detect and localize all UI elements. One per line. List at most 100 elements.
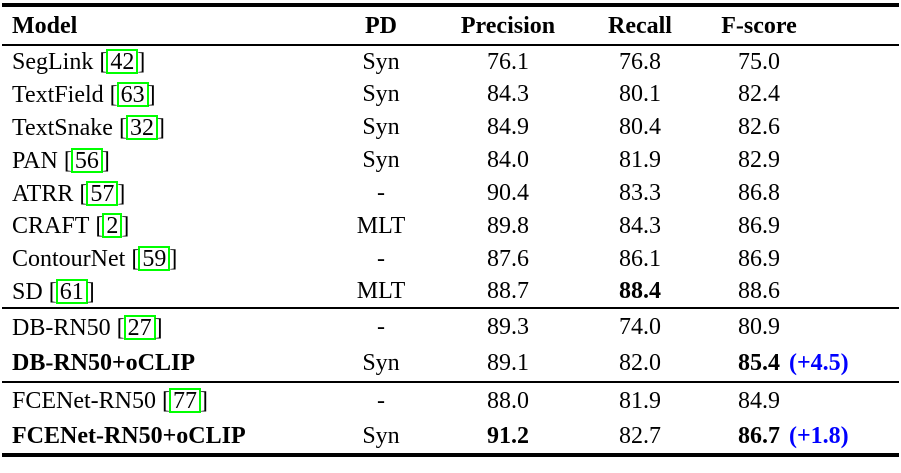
- model-name: CRAFT: [12, 213, 90, 240]
- fscore-value: 82.9: [738, 147, 780, 174]
- model-cell: TextSnake[32]: [2, 111, 340, 144]
- fscore-value: 86.9: [738, 245, 780, 272]
- model-cell: PAN[56]: [2, 144, 340, 177]
- citation-number: 57: [86, 180, 119, 206]
- precision-cell: 89.3: [422, 307, 594, 346]
- model-name: TextSnake: [12, 114, 113, 141]
- table-row: CRAFT[2] MLT 89.8 84.3 86.9: [2, 209, 899, 242]
- fscore-cell: 86.8: [686, 177, 899, 210]
- citation-number: 59: [138, 246, 171, 272]
- recall-cell: 81.9: [594, 381, 686, 419]
- col-header-recall: Recall: [594, 5, 686, 46]
- precision-cell: 84.9: [487, 114, 529, 141]
- citation-number: 77: [169, 388, 201, 414]
- citation-number: 61: [55, 278, 88, 304]
- precision-cell: 91.2: [487, 422, 529, 449]
- pd-cell: -: [340, 307, 422, 346]
- table-row: SD[61] MLT 88.7 88.4 88.6: [2, 275, 899, 308]
- fscore-cell: 80.9: [686, 307, 899, 346]
- model-cell: ContourNet[59]: [2, 242, 340, 275]
- model-cell: DB-RN50+oCLIP[]: [2, 345, 340, 382]
- citation-link[interactable]: [59]: [131, 246, 178, 273]
- col-header-pd: PD: [340, 5, 422, 46]
- fscore-value: 88.6: [738, 278, 780, 305]
- table-row: TextSnake[32] Syn 84.9 80.4 82.6: [2, 111, 899, 144]
- recall-cell: 81.9: [619, 147, 661, 174]
- precision-cell: 87.6: [487, 245, 529, 272]
- fscore-value: 86.7: [738, 422, 780, 449]
- fscore-cell: 84.9: [686, 381, 899, 419]
- pd-cell: Syn: [362, 114, 400, 141]
- model-cell: FCENet-RN50[77]: [2, 381, 340, 419]
- model-name: SD: [12, 278, 43, 305]
- pd-cell: Syn: [362, 147, 400, 174]
- precision-cell: 90.4: [487, 180, 529, 206]
- citation-link[interactable]: [77]: [162, 388, 208, 415]
- recall-cell: 82.7: [619, 422, 661, 449]
- fscore-gain: (+1.8): [789, 422, 849, 449]
- recall-cell: 88.4: [619, 278, 661, 305]
- table-row: ContourNet[59] - 87.6 86.1 86.9: [2, 242, 899, 275]
- model-cell: SegLink[42]: [2, 45, 340, 78]
- pd-cell: Syn: [362, 422, 400, 449]
- citation-link[interactable]: [42]: [99, 49, 146, 76]
- citation-link[interactable]: [2]: [95, 213, 130, 240]
- table-row: TextField[63] Syn 84.3 80.1 82.4: [2, 78, 899, 111]
- precision-cell: 88.7: [487, 278, 529, 305]
- citation-number: 56: [70, 147, 103, 173]
- precision-cell: 84.0: [487, 147, 529, 174]
- fscore-cell: 82.9: [686, 144, 899, 177]
- header-row: Model PD Precision Recall F-score: [2, 5, 899, 46]
- recall-cell: 82.0: [619, 350, 661, 377]
- fscore-value: 80.9: [738, 314, 780, 341]
- fscore-value: 75.0: [738, 48, 780, 75]
- pd-cell: -: [377, 245, 385, 272]
- model-cell: TextField[63]: [2, 78, 340, 111]
- fscore-value: 84.9: [738, 387, 780, 414]
- fscore-cell: 85.4 (+4.5): [686, 345, 899, 382]
- table-row: DB-RN50[27] - 89.3 74.0 80.9: [2, 307, 899, 346]
- table-row-ours: DB-RN50+oCLIP[] Syn 89.1 82.0 85.4 (+4.5): [2, 345, 899, 382]
- col-header-fscore: F-score: [686, 5, 899, 46]
- citation-number: 63: [116, 81, 149, 107]
- model-name: FCENet-RN50: [12, 388, 156, 415]
- fscore-value: 82.4: [738, 81, 780, 108]
- results-table: Model PD Precision Recall F-score SegLin…: [2, 3, 899, 458]
- citation-link[interactable]: [27]: [116, 314, 163, 341]
- model-name: PAN: [12, 147, 58, 174]
- model-cell: DB-RN50[27]: [2, 307, 340, 346]
- citation-link[interactable]: [32]: [118, 114, 165, 141]
- fscore-cell: 82.4: [686, 78, 899, 111]
- model-name: ContourNet: [12, 246, 126, 273]
- pd-cell: -: [377, 180, 385, 206]
- model-cell: SD[61]: [2, 275, 340, 308]
- table-row: PAN[56] Syn 84.0 81.9 82.9: [2, 144, 899, 177]
- fscore-value: 85.4: [738, 350, 780, 377]
- precision-cell: 89.8: [487, 212, 529, 239]
- fscore-cell: 88.6: [686, 275, 899, 308]
- model-name: DB-RN50: [12, 314, 111, 341]
- col-header-model: Model: [2, 5, 340, 46]
- fscore-cell: 75.0: [686, 45, 899, 78]
- recall-cell: 76.8: [619, 48, 661, 75]
- pd-cell: Syn: [362, 81, 400, 108]
- citation-link[interactable]: [61]: [48, 278, 95, 305]
- fscore-cell: 82.6: [686, 111, 899, 144]
- citation-number: 42: [106, 49, 139, 75]
- precision-cell: 89.1: [487, 350, 529, 377]
- table-row-ours: FCENet-RN50+oCLIP[] Syn 91.2 82.7 86.7 (+…: [2, 419, 899, 456]
- fscore-value: 86.9: [738, 212, 780, 239]
- citation-number: 2: [102, 213, 123, 239]
- citation-number: 27: [123, 314, 156, 340]
- pd-cell: Syn: [362, 350, 400, 377]
- citation-link[interactable]: [57]: [79, 180, 126, 207]
- citation-number: 32: [125, 114, 158, 140]
- fscore-cell: 86.7 (+1.8): [686, 419, 899, 456]
- citation-link[interactable]: [63]: [109, 81, 156, 108]
- fscore-cell: 86.9: [686, 242, 899, 275]
- citation-link[interactable]: [56]: [63, 147, 110, 174]
- pd-cell: MLT: [356, 278, 406, 305]
- recall-cell: 80.1: [619, 81, 661, 108]
- precision-cell: 84.3: [487, 81, 529, 108]
